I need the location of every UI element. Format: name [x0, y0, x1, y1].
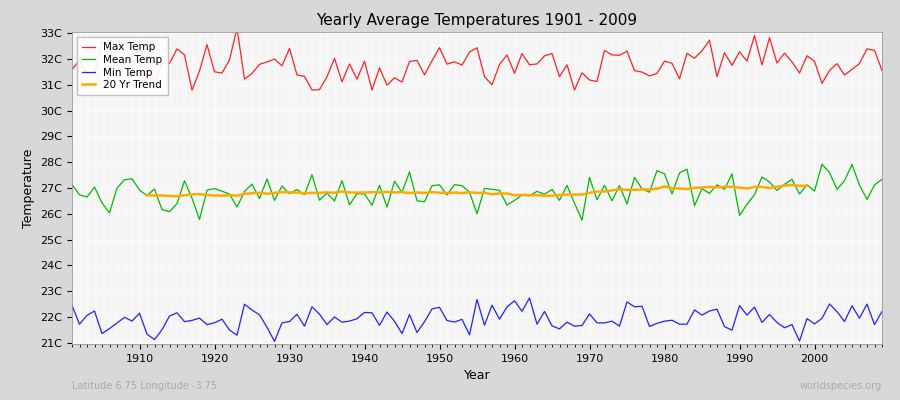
Text: Latitude 6.75 Longitude -3.75: Latitude 6.75 Longitude -3.75: [72, 382, 217, 392]
X-axis label: Year: Year: [464, 369, 490, 382]
Mean Temp: [127, 176, 138, 181]
Min Temp: [509, 298, 520, 303]
Mean Temp: [67, 182, 77, 187]
Max Temp: [614, 53, 625, 58]
20 Yr Trend: [404, 191, 415, 196]
Mean Temp: [501, 203, 512, 208]
Max Temp: [67, 67, 77, 72]
Max Temp: [307, 88, 318, 92]
20 Yr Trend: [734, 185, 745, 190]
Mean Temp: [877, 177, 887, 182]
20 Yr Trend: [802, 183, 813, 188]
20 Yr Trend: [231, 193, 242, 198]
Min Temp: [344, 319, 355, 324]
Mean Temp: [816, 162, 827, 166]
Mean Temp: [509, 198, 520, 203]
Min Temp: [67, 303, 77, 308]
Title: Yearly Average Temperatures 1901 - 2009: Yearly Average Temperatures 1901 - 2009: [317, 13, 637, 28]
Max Temp: [517, 51, 527, 56]
Min Temp: [524, 296, 535, 300]
20 Yr Trend: [787, 183, 797, 188]
Mean Temp: [577, 218, 588, 222]
Min Temp: [127, 319, 138, 324]
20 Yr Trend: [487, 192, 498, 197]
Line: Min Temp: Min Temp: [72, 298, 882, 342]
Max Temp: [231, 26, 242, 30]
Y-axis label: Temperature: Temperature: [22, 148, 35, 228]
20 Yr Trend: [141, 193, 152, 198]
Mean Temp: [292, 187, 302, 192]
Min Temp: [517, 309, 527, 314]
Text: worldspecies.org: worldspecies.org: [800, 382, 882, 392]
Mean Temp: [337, 178, 347, 183]
Max Temp: [127, 54, 138, 59]
20 Yr Trend: [217, 193, 228, 198]
Min Temp: [877, 309, 887, 314]
Legend: Max Temp, Mean Temp, Min Temp, 20 Yr Trend: Max Temp, Mean Temp, Min Temp, 20 Yr Tre…: [77, 37, 167, 96]
Max Temp: [877, 68, 887, 73]
20 Yr Trend: [284, 190, 295, 195]
Max Temp: [352, 77, 363, 82]
Line: Max Temp: Max Temp: [72, 28, 882, 90]
Min Temp: [269, 339, 280, 344]
Min Temp: [614, 324, 625, 328]
Line: Mean Temp: Mean Temp: [72, 164, 882, 220]
Max Temp: [186, 88, 197, 92]
Max Temp: [524, 62, 535, 67]
Line: 20 Yr Trend: 20 Yr Trend: [147, 185, 807, 196]
20 Yr Trend: [172, 194, 183, 198]
Mean Temp: [607, 198, 617, 203]
Min Temp: [299, 324, 310, 329]
